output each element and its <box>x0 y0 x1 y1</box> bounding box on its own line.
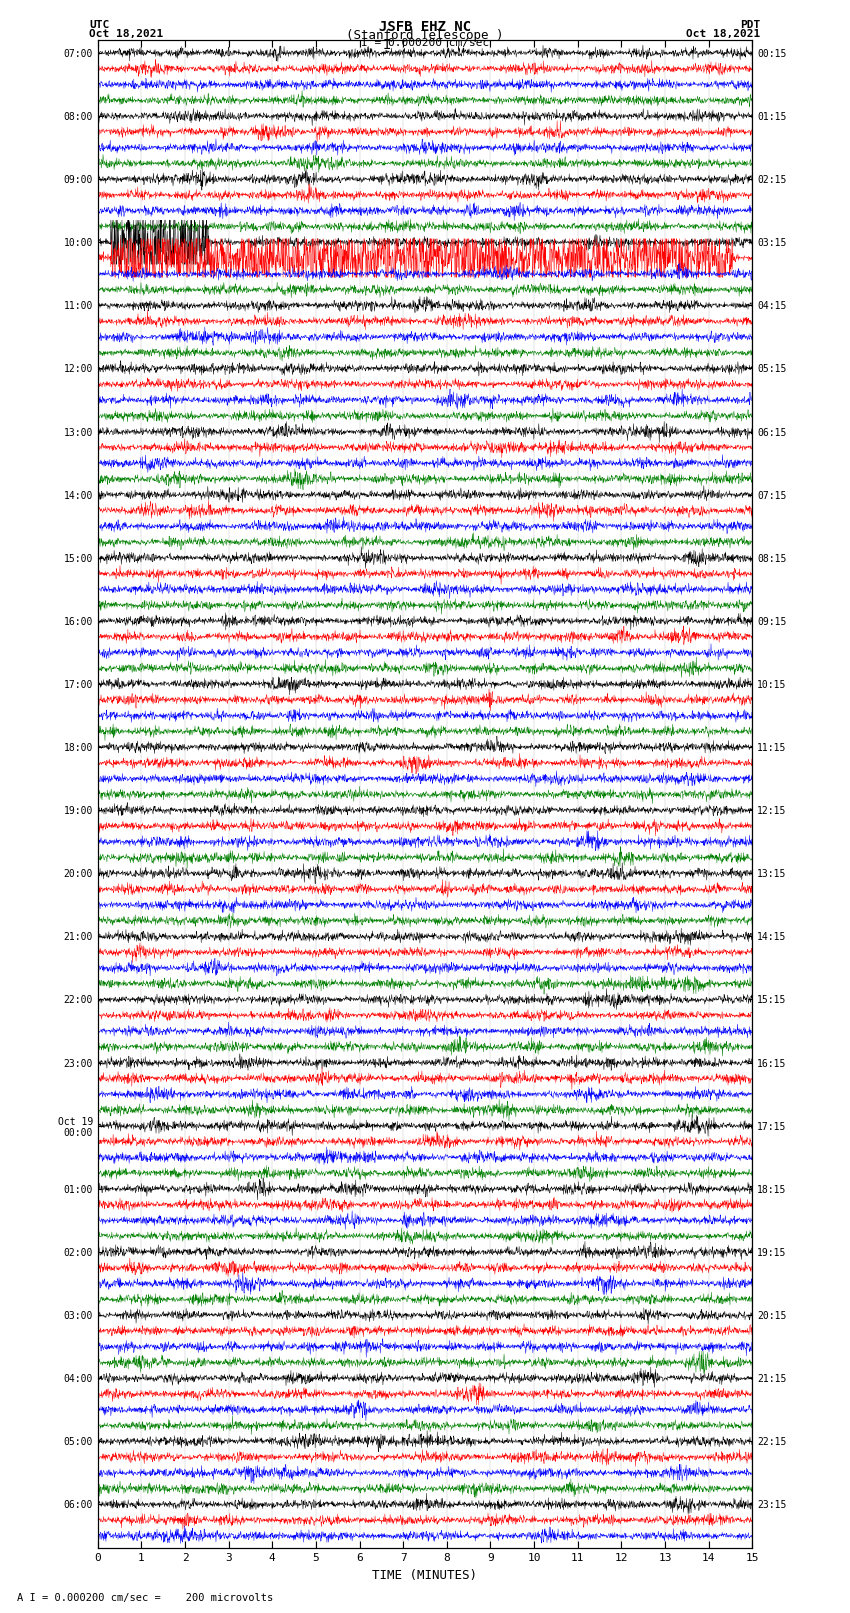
X-axis label: TIME (MINUTES): TIME (MINUTES) <box>372 1569 478 1582</box>
Text: PDT: PDT <box>740 19 761 31</box>
Text: A I = 0.000200 cm/sec =    200 microvolts: A I = 0.000200 cm/sec = 200 microvolts <box>17 1594 273 1603</box>
Text: I: I <box>382 37 391 52</box>
Text: UTC: UTC <box>89 19 110 31</box>
Text: I = 0.000200 cm/sec: I = 0.000200 cm/sec <box>361 37 489 48</box>
Text: JSFB EHZ NC: JSFB EHZ NC <box>379 19 471 34</box>
Text: Oct 18,2021: Oct 18,2021 <box>687 29 761 39</box>
Text: Oct 18,2021: Oct 18,2021 <box>89 29 163 39</box>
Text: (Stanford Telescope ): (Stanford Telescope ) <box>346 29 504 42</box>
